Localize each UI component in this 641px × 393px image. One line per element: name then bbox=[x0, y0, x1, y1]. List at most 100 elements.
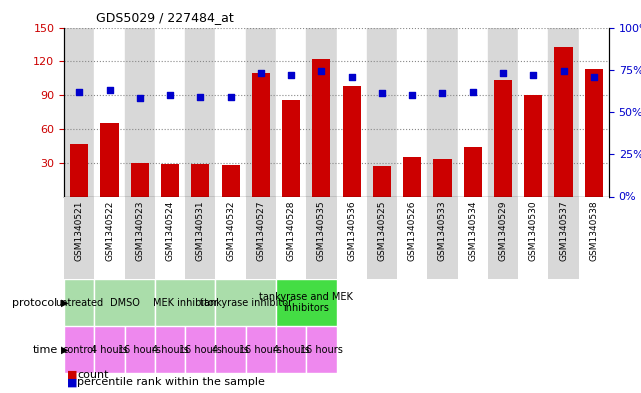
Bar bbox=[428, 196, 458, 279]
Bar bbox=[161, 164, 179, 196]
Bar bbox=[215, 326, 246, 373]
Point bbox=[437, 90, 447, 97]
Text: GSM1340531: GSM1340531 bbox=[196, 200, 205, 261]
Bar bbox=[185, 196, 215, 279]
Bar bbox=[64, 196, 94, 279]
Bar bbox=[463, 147, 482, 196]
Bar bbox=[94, 279, 155, 326]
Bar bbox=[579, 28, 609, 196]
Text: GSM1340532: GSM1340532 bbox=[226, 200, 235, 261]
Text: DMSO: DMSO bbox=[110, 298, 140, 308]
Text: GDS5029 / 227484_at: GDS5029 / 227484_at bbox=[96, 11, 234, 24]
Text: GSM1340526: GSM1340526 bbox=[408, 200, 417, 261]
Bar bbox=[94, 196, 124, 279]
Bar bbox=[585, 69, 603, 196]
Text: GSM1340523: GSM1340523 bbox=[135, 200, 144, 261]
Point bbox=[347, 73, 357, 80]
Bar bbox=[367, 28, 397, 196]
Bar bbox=[306, 326, 337, 373]
Text: count: count bbox=[77, 369, 108, 380]
Text: GSM1340537: GSM1340537 bbox=[559, 200, 568, 261]
Bar bbox=[276, 326, 306, 373]
Bar bbox=[306, 28, 337, 196]
Bar bbox=[185, 28, 215, 196]
Bar bbox=[428, 28, 458, 196]
Point bbox=[256, 70, 266, 76]
Point bbox=[104, 87, 115, 93]
Bar bbox=[337, 196, 367, 279]
Bar bbox=[64, 326, 94, 373]
Bar bbox=[433, 159, 451, 196]
Text: MEK inhibitor: MEK inhibitor bbox=[153, 298, 217, 308]
Bar bbox=[185, 326, 215, 373]
Bar bbox=[222, 165, 240, 196]
Bar bbox=[155, 196, 185, 279]
Text: 16 hours: 16 hours bbox=[300, 345, 343, 355]
Text: 4 hours: 4 hours bbox=[91, 345, 128, 355]
Text: ■: ■ bbox=[67, 377, 78, 387]
Bar bbox=[94, 326, 124, 373]
Point bbox=[407, 92, 417, 98]
Text: time: time bbox=[33, 345, 58, 355]
Text: 4 hours: 4 hours bbox=[273, 345, 310, 355]
Bar bbox=[155, 28, 185, 196]
Text: GSM1340527: GSM1340527 bbox=[256, 200, 265, 261]
Bar bbox=[64, 28, 94, 196]
Bar bbox=[397, 28, 428, 196]
Point bbox=[558, 68, 569, 75]
Bar bbox=[276, 279, 337, 326]
Bar bbox=[70, 143, 88, 196]
Point bbox=[135, 95, 145, 102]
Point bbox=[377, 90, 387, 97]
Text: 4 hours: 4 hours bbox=[152, 345, 188, 355]
Bar bbox=[312, 59, 331, 196]
Text: tankyrase inhibitor: tankyrase inhibitor bbox=[199, 298, 292, 308]
Text: GSM1340534: GSM1340534 bbox=[468, 200, 478, 261]
Text: 16 hours: 16 hours bbox=[179, 345, 222, 355]
Bar bbox=[94, 28, 124, 196]
Bar bbox=[155, 326, 185, 373]
Text: GSM1340538: GSM1340538 bbox=[589, 200, 598, 261]
Bar bbox=[215, 196, 246, 279]
Point bbox=[286, 72, 296, 78]
Text: GSM1340521: GSM1340521 bbox=[75, 200, 84, 261]
Bar bbox=[458, 28, 488, 196]
Bar bbox=[276, 28, 306, 196]
Bar bbox=[579, 196, 609, 279]
Text: GSM1340535: GSM1340535 bbox=[317, 200, 326, 261]
Bar bbox=[337, 28, 367, 196]
Bar bbox=[101, 123, 119, 196]
Bar bbox=[549, 28, 579, 196]
Text: ▶: ▶ bbox=[61, 345, 69, 355]
Bar bbox=[342, 86, 361, 196]
Text: GSM1340530: GSM1340530 bbox=[529, 200, 538, 261]
Bar bbox=[64, 279, 94, 326]
Point bbox=[528, 72, 538, 78]
Text: GSM1340525: GSM1340525 bbox=[378, 200, 387, 261]
Point bbox=[316, 68, 326, 75]
Text: 16 hours: 16 hours bbox=[119, 345, 161, 355]
Text: GSM1340522: GSM1340522 bbox=[105, 200, 114, 261]
Bar bbox=[215, 28, 246, 196]
Bar bbox=[215, 279, 276, 326]
Bar bbox=[458, 196, 488, 279]
Point bbox=[74, 88, 85, 95]
Bar bbox=[246, 196, 276, 279]
Bar bbox=[524, 95, 542, 196]
Text: 4 hours: 4 hours bbox=[212, 345, 249, 355]
Text: tankyrase and MEK
inhibitors: tankyrase and MEK inhibitors bbox=[260, 292, 353, 313]
Point bbox=[498, 70, 508, 76]
Bar bbox=[373, 166, 391, 196]
Text: ■: ■ bbox=[67, 369, 78, 380]
Point bbox=[588, 73, 599, 80]
Bar bbox=[191, 164, 210, 196]
Text: GSM1340528: GSM1340528 bbox=[287, 200, 296, 261]
Point bbox=[226, 94, 236, 100]
Bar bbox=[494, 81, 512, 196]
Bar bbox=[549, 196, 579, 279]
Bar bbox=[124, 196, 155, 279]
Bar bbox=[488, 28, 518, 196]
Text: GSM1340533: GSM1340533 bbox=[438, 200, 447, 261]
Bar bbox=[554, 47, 572, 196]
Text: control: control bbox=[62, 345, 96, 355]
